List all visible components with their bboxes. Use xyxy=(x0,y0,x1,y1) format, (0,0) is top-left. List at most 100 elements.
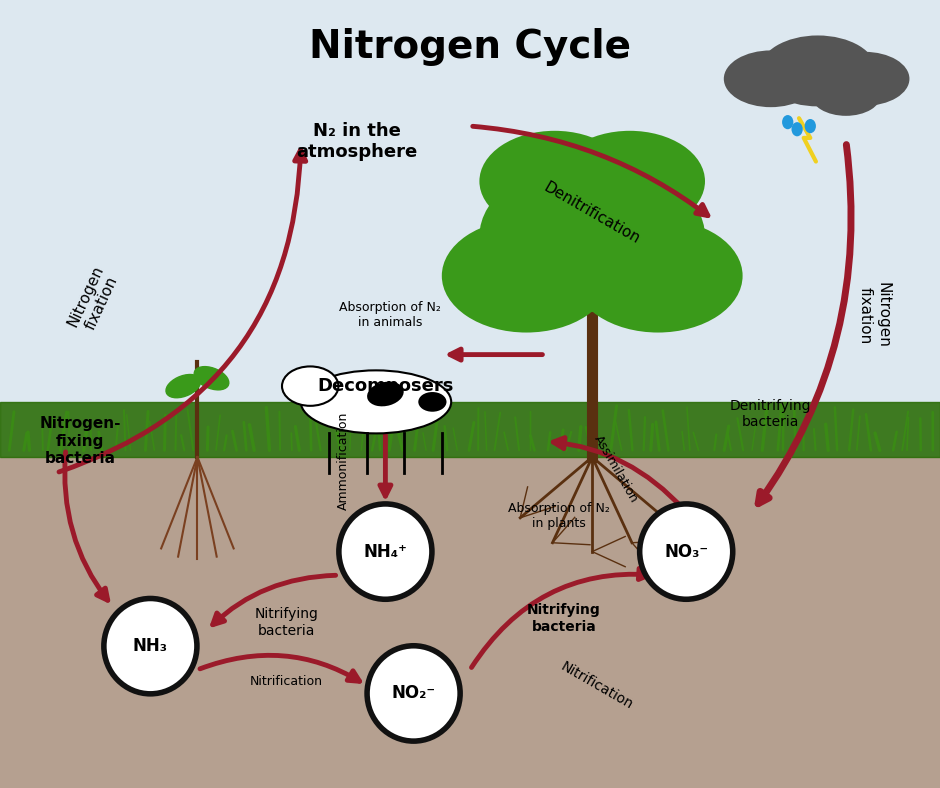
Ellipse shape xyxy=(810,73,882,116)
Text: Nitrification: Nitrification xyxy=(250,675,323,688)
FancyArrowPatch shape xyxy=(694,433,698,451)
Text: Denitrifying
bacteria: Denitrifying bacteria xyxy=(730,399,811,429)
Text: Decomposers: Decomposers xyxy=(317,377,454,395)
FancyArrowPatch shape xyxy=(84,431,86,451)
Ellipse shape xyxy=(368,381,403,407)
Ellipse shape xyxy=(573,219,743,333)
Ellipse shape xyxy=(418,392,446,412)
Ellipse shape xyxy=(639,504,732,600)
FancyArrowPatch shape xyxy=(814,429,816,450)
FancyArrowPatch shape xyxy=(469,422,474,451)
FancyArrowPatch shape xyxy=(849,410,854,450)
Ellipse shape xyxy=(791,122,803,136)
Text: Denitrification: Denitrification xyxy=(541,179,643,247)
Ellipse shape xyxy=(479,131,630,232)
FancyArrowPatch shape xyxy=(777,405,781,450)
FancyArrowPatch shape xyxy=(415,427,417,450)
Text: Nitrification: Nitrification xyxy=(558,660,635,712)
FancyArrowPatch shape xyxy=(579,426,581,450)
Text: Absorption of N₂
in plants: Absorption of N₂ in plants xyxy=(509,502,610,530)
FancyArrowPatch shape xyxy=(737,418,744,451)
Text: N₂ in the
atmosphere: N₂ in the atmosphere xyxy=(297,122,417,162)
FancyArrowPatch shape xyxy=(389,422,393,451)
FancyArrowPatch shape xyxy=(24,433,26,451)
FancyArrowPatch shape xyxy=(682,432,684,451)
FancyArrowPatch shape xyxy=(124,410,125,450)
Text: NH₃: NH₃ xyxy=(133,637,168,655)
FancyArrowPatch shape xyxy=(433,418,437,451)
FancyArrowPatch shape xyxy=(423,433,426,451)
Ellipse shape xyxy=(195,366,228,390)
FancyArrowPatch shape xyxy=(794,409,795,450)
Text: Nitrifying
bacteria: Nitrifying bacteria xyxy=(527,604,601,634)
FancyArrowPatch shape xyxy=(494,413,500,451)
FancyArrowPatch shape xyxy=(60,412,67,451)
FancyArrowPatch shape xyxy=(728,435,731,451)
FancyArrowPatch shape xyxy=(48,418,52,451)
FancyArrowPatch shape xyxy=(515,418,519,451)
FancyArrowPatch shape xyxy=(762,407,767,450)
FancyArrowPatch shape xyxy=(337,433,340,451)
FancyArrowPatch shape xyxy=(315,418,321,451)
FancyArrowPatch shape xyxy=(591,416,596,451)
FancyArrowPatch shape xyxy=(893,432,897,451)
FancyArrowPatch shape xyxy=(548,433,550,451)
FancyArrowPatch shape xyxy=(650,425,652,450)
Ellipse shape xyxy=(782,115,793,129)
FancyArrowPatch shape xyxy=(224,436,227,451)
FancyArrowPatch shape xyxy=(453,428,457,451)
FancyArrowPatch shape xyxy=(586,427,591,451)
FancyArrowPatch shape xyxy=(907,418,908,450)
Bar xyxy=(0,457,940,788)
FancyArrowPatch shape xyxy=(629,410,633,450)
FancyArrowPatch shape xyxy=(243,422,246,450)
Bar xyxy=(0,0,940,457)
Text: Nitrogen
fixation: Nitrogen fixation xyxy=(66,262,122,336)
Text: Nitrogen
fixation: Nitrogen fixation xyxy=(858,282,890,348)
Text: NO₂⁻: NO₂⁻ xyxy=(392,685,435,702)
FancyArrowPatch shape xyxy=(232,431,237,451)
FancyArrowPatch shape xyxy=(116,422,118,450)
FancyArrowPatch shape xyxy=(187,409,194,451)
FancyArrowPatch shape xyxy=(566,432,572,451)
FancyArrowPatch shape xyxy=(398,432,402,451)
Text: Absorption of N₂
in animals: Absorption of N₂ in animals xyxy=(339,301,441,329)
Ellipse shape xyxy=(301,370,451,433)
FancyArrowPatch shape xyxy=(656,422,659,450)
FancyArrowPatch shape xyxy=(687,407,690,450)
FancyArrowPatch shape xyxy=(752,420,757,451)
FancyArrowPatch shape xyxy=(644,417,645,450)
FancyArrowPatch shape xyxy=(149,422,154,451)
FancyArrowPatch shape xyxy=(530,436,535,451)
FancyArrowPatch shape xyxy=(560,430,563,451)
Text: Assimilation: Assimilation xyxy=(591,433,640,505)
FancyArrowPatch shape xyxy=(485,412,487,450)
FancyArrowPatch shape xyxy=(714,434,716,451)
FancyArrowPatch shape xyxy=(378,422,380,450)
Ellipse shape xyxy=(805,119,816,133)
FancyArrowPatch shape xyxy=(504,433,509,451)
FancyArrowPatch shape xyxy=(902,411,908,451)
Ellipse shape xyxy=(760,35,877,106)
Ellipse shape xyxy=(555,131,705,232)
FancyArrowPatch shape xyxy=(866,414,870,451)
Text: Ammonification: Ammonification xyxy=(337,412,350,510)
Text: Nitrifying
bacteria: Nitrifying bacteria xyxy=(255,608,319,637)
FancyArrowPatch shape xyxy=(350,418,351,450)
FancyArrowPatch shape xyxy=(663,411,668,451)
FancyArrowPatch shape xyxy=(361,406,366,450)
Ellipse shape xyxy=(338,504,431,600)
Ellipse shape xyxy=(820,52,909,106)
FancyArrowPatch shape xyxy=(856,416,860,450)
Ellipse shape xyxy=(724,50,818,107)
Ellipse shape xyxy=(166,374,200,398)
FancyArrowPatch shape xyxy=(9,412,14,450)
FancyArrowPatch shape xyxy=(611,406,617,451)
Ellipse shape xyxy=(442,219,611,333)
FancyArrowPatch shape xyxy=(445,426,447,450)
Bar xyxy=(0,402,940,457)
FancyArrowPatch shape xyxy=(372,421,378,451)
FancyArrowPatch shape xyxy=(28,432,29,450)
Text: NH₄⁺: NH₄⁺ xyxy=(364,543,407,560)
FancyArrowPatch shape xyxy=(266,407,270,450)
